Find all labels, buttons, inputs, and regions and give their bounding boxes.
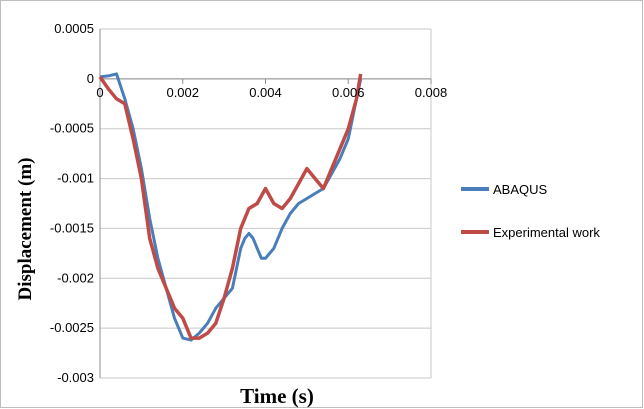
x-tick-label: 0.008 — [415, 85, 448, 100]
y-tick-labels: 0.0005 0 -0.0005 -0.001 -0.0015 -0.002 -0.0025… — [50, 21, 94, 385]
series-line-abaqus — [99, 72, 363, 342]
y-tick-label: -0.0005 — [50, 121, 94, 136]
legend-label: ABAQUS — [493, 182, 548, 197]
x-tick-label: 0 — [96, 85, 103, 100]
legend: ABAQUS Experimental work — [461, 182, 600, 240]
x-tick-label: 0.004 — [249, 85, 282, 100]
y-tick-label: 0.0005 — [54, 21, 94, 36]
x-tick-label: 0.006 — [332, 85, 365, 100]
x-axis-title: Time (s) — [240, 384, 314, 408]
x-tick-labels: 0 0.002 0.004 0.006 0.008 — [96, 85, 447, 100]
x-tick-label: 0.002 — [166, 85, 199, 100]
y-tick-label: 0 — [87, 71, 94, 86]
y-tick-label: -0.003 — [57, 370, 94, 385]
y-axis-title: Displacement (m) — [15, 158, 36, 301]
y-tick-label: -0.0025 — [50, 320, 94, 335]
data-series — [98, 72, 363, 342]
y-tick-label: -0.001 — [57, 171, 94, 186]
legend-label: Experimental work — [493, 225, 600, 240]
y-tick-label: -0.002 — [57, 270, 94, 285]
y-tick-label: -0.0015 — [50, 220, 94, 235]
series-line-experimental-work — [98, 73, 363, 340]
